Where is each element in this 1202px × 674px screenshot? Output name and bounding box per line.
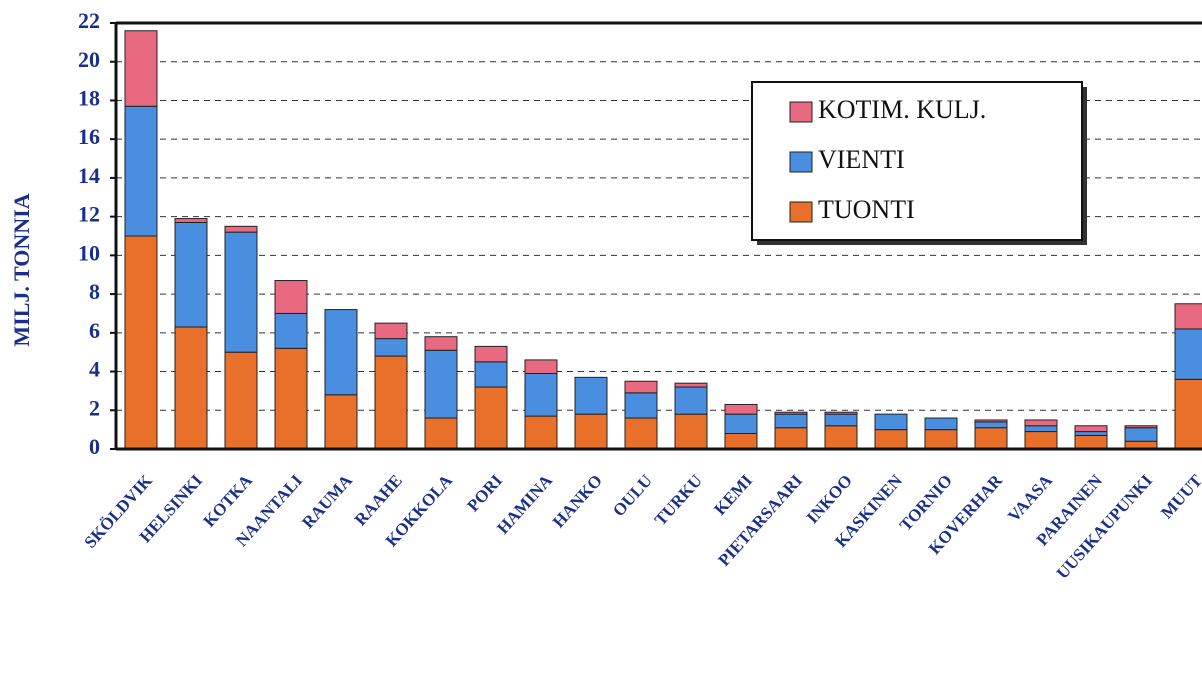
bar-segment bbox=[224, 225, 258, 233]
x-tick-label: HANKO bbox=[549, 471, 606, 531]
bar-segment bbox=[874, 429, 908, 450]
bar-segment bbox=[874, 413, 908, 431]
y-tick-label: 4 bbox=[89, 357, 100, 382]
bar-segment bbox=[374, 338, 408, 357]
x-tick-label: VAASA bbox=[1004, 470, 1056, 525]
bar-segment bbox=[574, 413, 608, 450]
bar-segment bbox=[574, 376, 608, 415]
legend-label: KOTIM. KULJ. bbox=[818, 95, 986, 124]
x-tick-label: UUSIKAUPUNKI bbox=[1053, 471, 1156, 583]
y-tick-label: 8 bbox=[89, 279, 100, 304]
bar-segment bbox=[974, 421, 1008, 429]
y-tick-label: 0 bbox=[89, 434, 100, 459]
bar-segment bbox=[524, 415, 558, 450]
bar-segment bbox=[174, 326, 208, 450]
legend-swatch bbox=[789, 151, 813, 173]
bar-segment bbox=[224, 231, 258, 353]
x-tick-label: MUUT bbox=[1157, 470, 1202, 522]
bar-segment bbox=[174, 218, 208, 223]
bar-segment bbox=[424, 349, 458, 419]
bar-segment bbox=[674, 386, 708, 415]
x-tick-label: RAUMA bbox=[298, 470, 356, 532]
y-tick-label: 22 bbox=[78, 8, 100, 33]
bar-segment bbox=[474, 361, 508, 388]
bar-segment bbox=[474, 345, 508, 363]
y-axis-label: MILJ. TONNIA bbox=[9, 193, 34, 346]
x-tick-label: KEMI bbox=[710, 471, 756, 519]
y-tick-label: 18 bbox=[78, 86, 100, 111]
y-tick-label: 12 bbox=[78, 202, 100, 227]
bar-segment bbox=[274, 280, 308, 314]
bar-segment bbox=[374, 355, 408, 450]
bar-segment bbox=[724, 433, 758, 450]
bar-segment bbox=[524, 359, 558, 374]
bar-segment bbox=[924, 429, 958, 450]
bar-segment bbox=[1074, 425, 1108, 433]
bar-segment bbox=[774, 411, 808, 415]
legend-swatch bbox=[789, 101, 813, 123]
legend-swatch bbox=[789, 201, 813, 223]
bar-segment bbox=[1024, 419, 1058, 427]
bar-segment bbox=[924, 417, 958, 431]
bar-segment bbox=[374, 322, 408, 340]
x-tick-label: PORI bbox=[463, 471, 506, 516]
bar-segment bbox=[724, 403, 758, 415]
bar-segment bbox=[724, 413, 758, 435]
y-tick-label: 20 bbox=[78, 47, 100, 72]
bar-segment bbox=[674, 413, 708, 450]
bar-segment bbox=[1174, 303, 1202, 330]
y-tick-label: 14 bbox=[78, 163, 100, 188]
bar-segment bbox=[524, 372, 558, 417]
bar-segment bbox=[824, 413, 858, 427]
y-tick-label: 10 bbox=[78, 240, 100, 265]
bar-segment bbox=[1174, 328, 1202, 380]
bar-segment bbox=[124, 105, 158, 237]
bar-segment bbox=[624, 417, 658, 450]
bar-segment bbox=[1124, 425, 1158, 429]
bar-segment bbox=[624, 380, 658, 394]
bar-segment bbox=[974, 419, 1008, 423]
y-tick-label: 16 bbox=[78, 124, 100, 149]
bar-segment bbox=[774, 413, 808, 429]
bar-segment bbox=[174, 221, 208, 328]
bar-segment bbox=[224, 351, 258, 450]
bar-segment bbox=[274, 312, 308, 349]
bar-segment bbox=[124, 30, 158, 107]
x-tick-label: OULU bbox=[609, 471, 656, 520]
bar-segment bbox=[674, 382, 708, 388]
bar-segment bbox=[824, 425, 858, 450]
x-tick-label: HAMINA bbox=[493, 470, 556, 537]
bar-segment bbox=[824, 411, 858, 415]
y-tick-label: 2 bbox=[89, 395, 100, 420]
bar-segment bbox=[324, 309, 358, 396]
bar-segment bbox=[774, 427, 808, 450]
bar-segment bbox=[1024, 431, 1058, 450]
bar-segment bbox=[974, 427, 1008, 450]
bar-segment bbox=[424, 336, 458, 351]
bar-segment bbox=[1074, 431, 1108, 436]
bar-segment bbox=[324, 394, 358, 450]
legend-label: TUONTI bbox=[818, 195, 915, 224]
bar-segment bbox=[474, 386, 508, 450]
bar-segment bbox=[624, 392, 658, 419]
x-tick-label: TURKU bbox=[651, 471, 706, 529]
bar-segment bbox=[274, 347, 308, 450]
bar-segment bbox=[1174, 378, 1202, 450]
bar-segment bbox=[1074, 434, 1108, 450]
y-tick-label: 6 bbox=[89, 318, 100, 343]
bar-segment bbox=[1124, 427, 1158, 442]
bar-segment bbox=[424, 417, 458, 450]
bar-segment bbox=[1024, 425, 1058, 433]
legend-label: VIENTI bbox=[818, 145, 905, 174]
bar-segment bbox=[124, 235, 158, 450]
